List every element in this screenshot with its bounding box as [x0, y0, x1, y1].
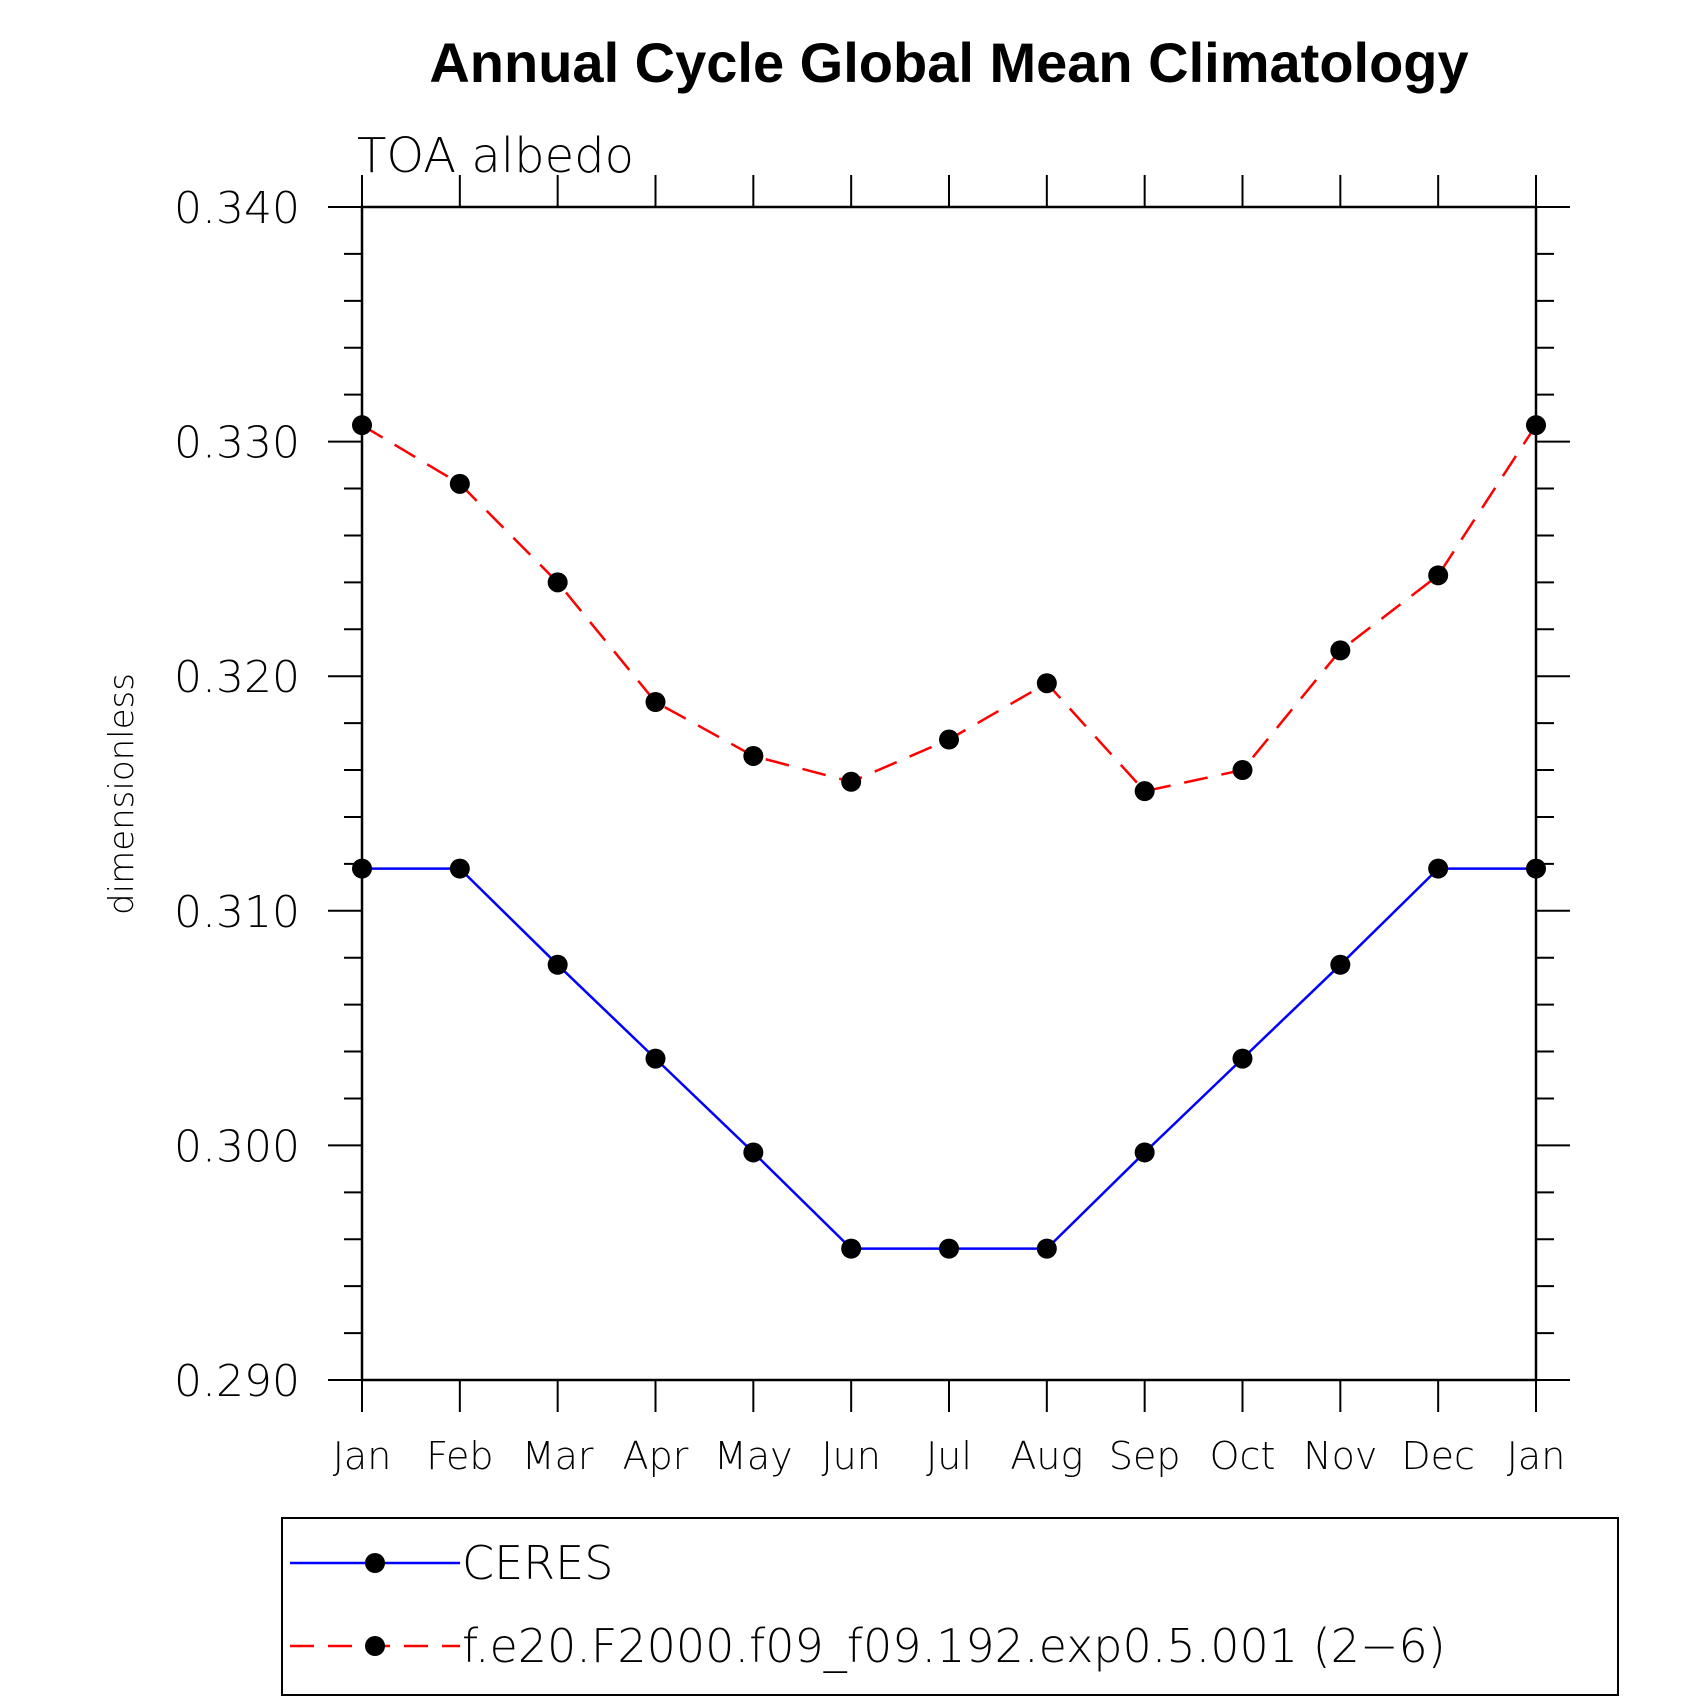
x-ticks: Jan Feb Mar Apr May Jun Jul Aug Sep Oct Nov Dec Jan	[333, 175, 1566, 1478]
data-point	[352, 415, 372, 436]
y-tick-label: 0.320	[174, 652, 300, 703]
data-point	[1134, 781, 1155, 802]
data-point	[449, 473, 470, 494]
y-ticks: 0.290 0.300 0.310 0.320 0.330 0.340	[174, 183, 1570, 1407]
chart-subtitle: TOA albedo	[357, 128, 634, 184]
x-tick-label: Aug	[1010, 1434, 1083, 1478]
x-tick-label: Dec	[1401, 1434, 1475, 1478]
axes	[360, 205, 1538, 1382]
data-point	[743, 1142, 764, 1163]
x-tick-label: Jul	[926, 1434, 972, 1478]
x-tick-label: Apr	[623, 1434, 689, 1478]
series-group	[352, 415, 1546, 1259]
y-tick-label: 0.330	[174, 418, 300, 469]
y-tick-label: 0.300	[174, 1121, 300, 1172]
data-point	[547, 954, 568, 975]
data-point	[1330, 640, 1351, 661]
y-tick-label: 0.310	[174, 887, 300, 938]
data-point	[1526, 858, 1546, 879]
x-tick-label: Nov	[1303, 1434, 1377, 1478]
data-point	[841, 1238, 862, 1259]
data-point	[1036, 673, 1057, 694]
data-point	[939, 1238, 959, 1259]
data-point	[1232, 1048, 1253, 1069]
data-point	[449, 858, 470, 879]
chart-title: Annual Cycle Global Mean Climatology	[429, 31, 1468, 94]
x-tick-label: Feb	[426, 1434, 493, 1478]
x-tick-label: Jan	[333, 1434, 392, 1478]
x-tick-label: Mar	[522, 1434, 594, 1478]
x-tick-label: Sep	[1109, 1434, 1181, 1478]
data-point	[645, 692, 666, 713]
y-tick-label: 0.340	[174, 183, 300, 234]
y-tick-label: 0.290	[174, 1356, 300, 1407]
legend-marker-ceres	[365, 1553, 385, 1573]
x-tick-label: Jun	[821, 1434, 880, 1478]
legend-label-ceres: CERES	[462, 1536, 613, 1590]
x-tick-label: Jan	[1507, 1434, 1566, 1478]
legend-marker-model	[365, 1636, 385, 1656]
legend-box	[281, 1517, 1619, 1696]
legend-label-model: f.e20.F2000.f09_f09.192.exp0.5.001 (2−6)	[462, 1619, 1446, 1673]
data-point	[1330, 954, 1351, 975]
data-point	[1428, 858, 1449, 879]
data-point	[743, 745, 764, 766]
data-point	[939, 729, 959, 750]
series-line-0	[362, 867, 1536, 1250]
legend: CERES f.e20.F2000.f09_f09.192.exp0.5.001…	[281, 1517, 1619, 1696]
plot-frame	[360, 205, 1538, 1382]
data-point	[645, 1048, 666, 1069]
data-point	[1526, 415, 1546, 436]
data-point	[352, 858, 372, 879]
y-axis-label: dimensionless	[102, 673, 142, 915]
x-tick-label: May	[714, 1434, 793, 1478]
data-point	[841, 771, 862, 792]
data-point	[1134, 1142, 1155, 1163]
data-point	[547, 572, 568, 593]
data-point	[1036, 1238, 1057, 1259]
data-point	[1428, 565, 1449, 586]
x-tick-label: Oct	[1210, 1434, 1276, 1478]
data-point	[1232, 760, 1253, 781]
